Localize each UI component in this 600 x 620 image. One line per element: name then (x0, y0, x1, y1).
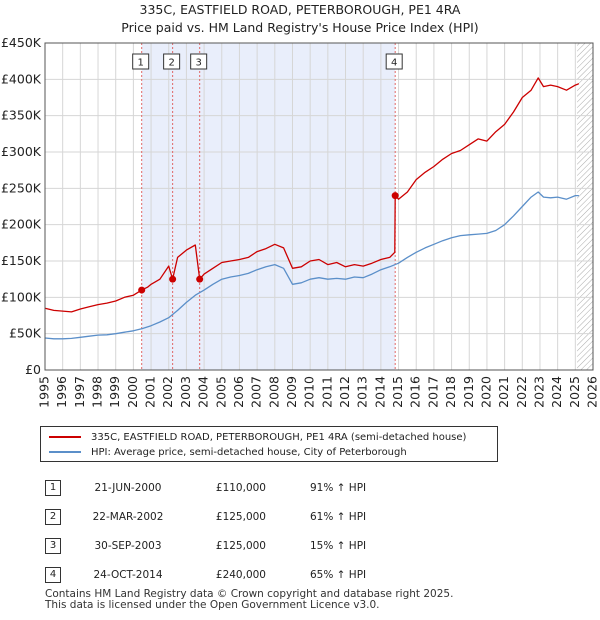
x-tick-label: 2019 (461, 376, 476, 408)
x-tick-label: 2020 (478, 376, 493, 408)
legend-label-hpi: HPI: Average price, semi-detached house,… (91, 446, 407, 458)
x-tick-label: 2018 (443, 376, 458, 408)
legend-swatch-hpi (49, 451, 81, 453)
x-tick-label: 2001 (143, 376, 158, 408)
x-tick-label: 2023 (531, 376, 546, 408)
x-tick-label: 2011 (319, 376, 334, 408)
x-tick-label: 2013 (355, 376, 370, 408)
sale-point (169, 275, 177, 283)
row-number-box: 1 (45, 480, 61, 496)
row-number-box: 3 (45, 538, 61, 554)
legend-label-property: 335C, EASTFIELD ROAD, PETERBOROUGH, PE1 … (91, 431, 467, 443)
legend-item-property: 335C, EASTFIELD ROAD, PETERBOROUGH, PE1 … (49, 430, 466, 444)
sale-marker-label: 4 (391, 58, 397, 69)
sale-marker-label: 1 (138, 58, 144, 69)
x-tick-label: 2025 (567, 376, 582, 408)
y-tick-label: £350K (1, 108, 42, 123)
x-tick-label: 2016 (408, 376, 423, 408)
sale-marker-box (385, 53, 403, 70)
row-price: £125,000 (215, 540, 266, 552)
x-tick-label: 2022 (514, 376, 529, 408)
row-date: 22-MAR-2002 (92, 511, 164, 523)
legend: 335C, EASTFIELD ROAD, PETERBOROUGH, PE1 … (40, 426, 498, 462)
x-tick-label: 2003 (178, 376, 193, 408)
y-tick-label: £450K (1, 35, 42, 50)
x-tick-label: 2000 (125, 376, 140, 408)
price-chart: 1995 1996 1997 1998 1999 2000 2001 2002 2003 2004… (1, 35, 600, 408)
x-tick-label: 1996 (54, 376, 69, 408)
row-date: 30-SEP-2003 (94, 540, 162, 552)
x-tick-label: 2010 (302, 376, 317, 408)
sale-marker-box (132, 53, 150, 70)
chart-title: 335C, EASTFIELD ROAD, PETERBOROUGH, PE1 … (139, 2, 461, 17)
x-tick-label: 2017 (425, 376, 440, 408)
sale-point (138, 286, 146, 294)
chart-subtitle: Price paid vs. HM Land Registry's House … (121, 20, 479, 35)
x-tick-label: 1998 (90, 376, 105, 408)
row-hpi: 65% ↑ HPI (310, 569, 367, 581)
row-hpi: 61% ↑ HPI (310, 511, 367, 523)
x-tick-label: 2007 (249, 376, 264, 408)
sale-marker-box (190, 53, 208, 70)
row-price: £240,000 (215, 569, 266, 581)
table-row: 3 30-SEP-2003 £125,000 15% ↑ HPI (0, 538, 600, 558)
y-tick-label: £300K (1, 144, 42, 159)
sale-marker-label: 3 (195, 58, 201, 69)
sale-marker-box (163, 53, 181, 70)
legend-item-hpi: HPI: Average price, semi-detached house,… (49, 445, 407, 459)
x-tick-label: 2006 (231, 376, 246, 408)
sale-marker-label: 2 (168, 58, 174, 69)
x-tick-label: 1999 (107, 376, 122, 408)
y-tick-label: £100K (1, 289, 42, 304)
row-price: £110,000 (215, 482, 266, 494)
row-number-box: 2 (45, 509, 61, 525)
row-price: £125,000 (215, 511, 266, 523)
footer-licence: This data is licensed under the Open Gov… (45, 599, 380, 611)
row-date: 24-OCT-2014 (93, 569, 163, 581)
y-tick-label: £150K (1, 253, 42, 268)
sale-point (196, 275, 204, 283)
y-tick-label: £200K (1, 217, 42, 232)
legend-swatch-property (49, 436, 81, 438)
y-tick-label: £50K (9, 326, 42, 341)
series-line-hpi (44, 191, 579, 340)
x-tick-label: 1995 (37, 376, 52, 408)
x-tick-label: 2005 (213, 376, 228, 408)
y-tick-label: £400K (1, 71, 42, 86)
footer: Contains HM Land Registry data © Crown c… (45, 589, 453, 611)
forecast-hatch (577, 43, 593, 370)
y-tick-label: £0 (25, 362, 41, 377)
x-tick-label: 2026 (585, 376, 600, 408)
x-tick-label: 2021 (496, 376, 511, 408)
x-tick-label: 2024 (549, 376, 564, 408)
x-tick-label: 2008 (266, 376, 281, 408)
row-date: 21-JUN-2000 (94, 482, 162, 494)
table-row: 2 22-MAR-2002 £125,000 61% ↑ HPI (0, 509, 600, 529)
table-row: 4 24-OCT-2014 £240,000 65% ↑ HPI (0, 567, 600, 587)
ownership-shading (141, 43, 396, 370)
row-number-box: 4 (45, 567, 61, 583)
x-tick-label: 2002 (160, 376, 175, 408)
row-hpi: 91% ↑ HPI (310, 482, 367, 494)
x-tick-label: 2009 (284, 376, 299, 408)
x-tick-label: 2014 (372, 376, 387, 408)
x-tick-label: 1997 (72, 376, 87, 408)
x-tick-label: 2015 (390, 376, 405, 408)
row-hpi: 15% ↑ HPI (310, 540, 367, 552)
sale-point (391, 192, 399, 200)
plot-frame (44, 42, 594, 371)
table-row: 1 21-JUN-2000 £110,000 91% ↑ HPI (0, 480, 600, 500)
x-tick-label: 2004 (196, 376, 211, 408)
x-tick-label: 2012 (337, 376, 352, 408)
y-tick-label: £250K (1, 180, 42, 195)
footer-copyright: Contains HM Land Registry data © Crown c… (45, 588, 454, 600)
